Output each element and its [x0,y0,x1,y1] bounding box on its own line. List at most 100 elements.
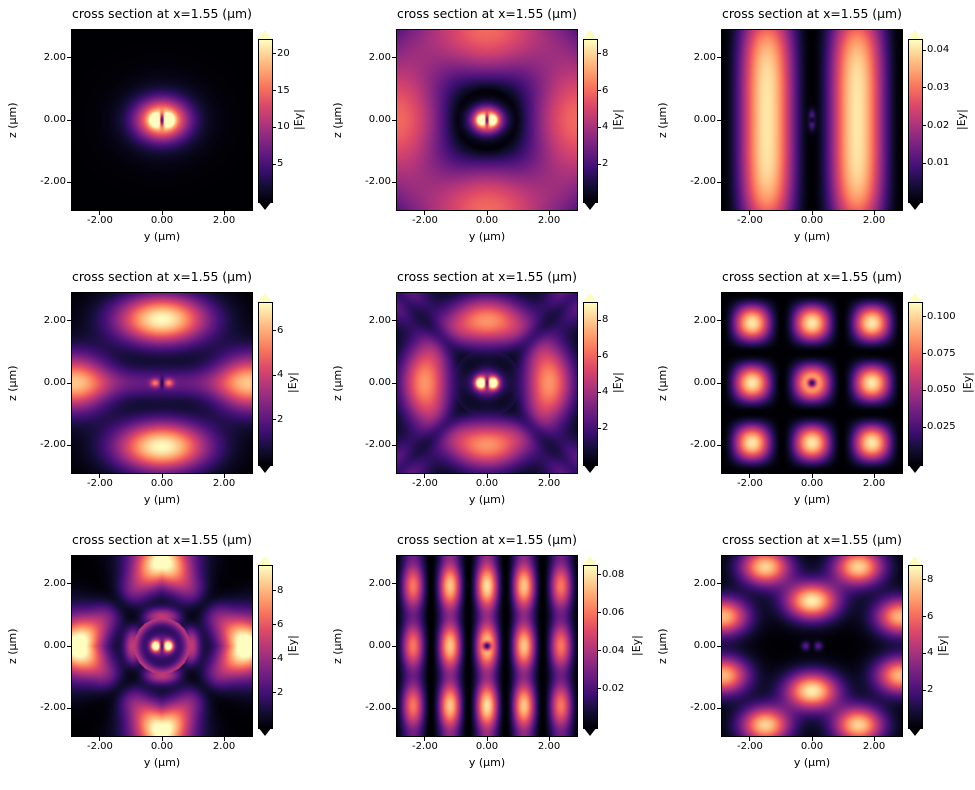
x-tick-mark [223,211,225,215]
y-tick-mark [392,382,396,384]
colorbar-tick-label: 0.04 [602,644,625,656]
colorbar-tick-mark [273,126,276,128]
y-axis-label: z (µm) [331,102,344,138]
colorbar-tick-label: 6 [277,324,284,336]
x-tick-label: 2.00 [212,741,236,752]
colorbar-tick-label: 4 [277,369,284,381]
subplot: cross section at x=1.55 (µm) z (µm) y (µ… [0,0,325,263]
y-tick-label: -2.00 [40,702,66,714]
heatmap-canvas [397,293,577,473]
colorbar-tick-label: 6 [602,84,609,96]
colorbar-tick-label: 0.02 [602,682,625,694]
colorbar-tick-label: 15 [277,84,290,96]
colorbar-tick-mark [598,319,601,321]
x-tick-label: 0.00 [800,478,824,489]
x-tick-mark [99,474,101,478]
heatmap-plot [396,292,578,474]
y-tick-label: 0.00 [368,640,391,651]
x-tick-mark [749,474,751,478]
colorbar-tick-mark [923,616,926,618]
colorbar-tick-mark [923,579,926,581]
y-tick-label: 0.00 [368,114,391,125]
subplot-title: cross section at x=1.55 (µm) [722,532,902,547]
x-tick-label: -2.00 [736,741,763,752]
y-tick-mark [392,119,396,121]
colorbar-extend-min-arrow [583,464,597,473]
colorbar-tick-label: 0.06 [602,606,625,618]
heatmap-canvas [722,30,902,210]
x-tick-label: -2.00 [411,478,438,489]
subplot-title: cross section at x=1.55 (µm) [397,6,577,21]
colorbar-tick-label: 2 [277,413,284,425]
x-tick-mark [486,474,488,478]
x-tick-label: 0.00 [150,215,174,226]
colorbar-tick-mark [273,53,276,55]
colorbar [258,565,273,729]
subplot-title: cross section at x=1.55 (µm) [722,269,902,284]
x-tick-mark [811,737,813,741]
colorbar-extend-max-arrow [258,293,272,302]
x-tick-label: 2.00 [862,215,886,226]
y-axis-label: z (µm) [656,628,669,664]
x-axis-label: y (µm) [143,230,181,243]
colorbar-tick-label: 6 [277,618,284,630]
subplot: cross section at x=1.55 (µm) z (µm) y (µ… [325,0,650,263]
colorbar [583,302,598,466]
x-axis-label: y (µm) [793,756,831,769]
x-tick-label: -2.00 [86,741,113,752]
y-tick-mark [67,57,71,59]
colorbar-tick-label: 0.08 [602,568,625,580]
colorbar-tick-mark [598,427,601,429]
y-tick-label: -2.00 [365,439,391,451]
y-axis-label: z (µm) [6,628,19,664]
colorbar-extend-min-arrow [583,201,597,210]
colorbar-extend-max-arrow [583,556,597,565]
x-tick-mark [811,474,813,478]
x-tick-mark [424,737,426,741]
y-tick-label: 0.00 [43,377,66,388]
colorbar-tick-mark [923,125,926,127]
y-tick-label: 0.00 [43,114,66,125]
colorbar-tick-mark [598,391,601,393]
colorbar-tick-mark [273,624,276,626]
y-tick-mark [67,320,71,322]
subplot-title: cross section at x=1.55 (µm) [397,269,577,284]
colorbar-tick-mark [923,426,926,428]
heatmap-canvas [397,556,577,736]
colorbar-extend-min-arrow [908,201,922,210]
x-axis-label: y (µm) [143,493,181,506]
x-tick-label: -2.00 [86,215,113,226]
y-tick-label: 2.00 [693,51,716,63]
colorbar-tick-mark [598,650,601,652]
colorbar-tick-mark [273,374,276,376]
x-tick-label: 0.00 [150,478,174,489]
x-tick-mark [486,211,488,215]
colorbar-extend-max-arrow [258,30,272,39]
y-tick-label: 0.00 [693,377,716,388]
colorbar-tick-label: 4 [602,386,609,397]
heatmap-canvas [397,30,577,210]
colorbar-label: |Ey| [286,635,299,657]
heatmap-plot [721,555,903,737]
x-tick-mark [873,474,875,478]
x-tick-mark [811,211,813,215]
y-axis-label: z (µm) [6,365,19,401]
x-tick-mark [548,474,550,478]
subplot: cross section at x=1.55 (µm) z (µm) y (µ… [0,263,325,526]
colorbar-tick-mark [923,316,926,318]
heatmap-plot [721,29,903,211]
colorbar-tick-label: 4 [927,647,934,659]
colorbar [583,39,598,203]
y-tick-label: -2.00 [40,176,66,188]
y-axis-label: z (µm) [6,102,19,138]
colorbar-extend-min-arrow [258,201,272,210]
x-tick-label: 0.00 [150,741,174,752]
x-axis-label: y (µm) [143,756,181,769]
subplot-title: cross section at x=1.55 (µm) [72,6,252,21]
colorbar-tick-label: 2 [277,686,284,698]
colorbar-tick-mark [923,87,926,89]
colorbar [908,302,923,466]
heatmap-plot [721,292,903,474]
x-tick-mark [548,737,550,741]
colorbar-tick-mark [598,163,601,165]
